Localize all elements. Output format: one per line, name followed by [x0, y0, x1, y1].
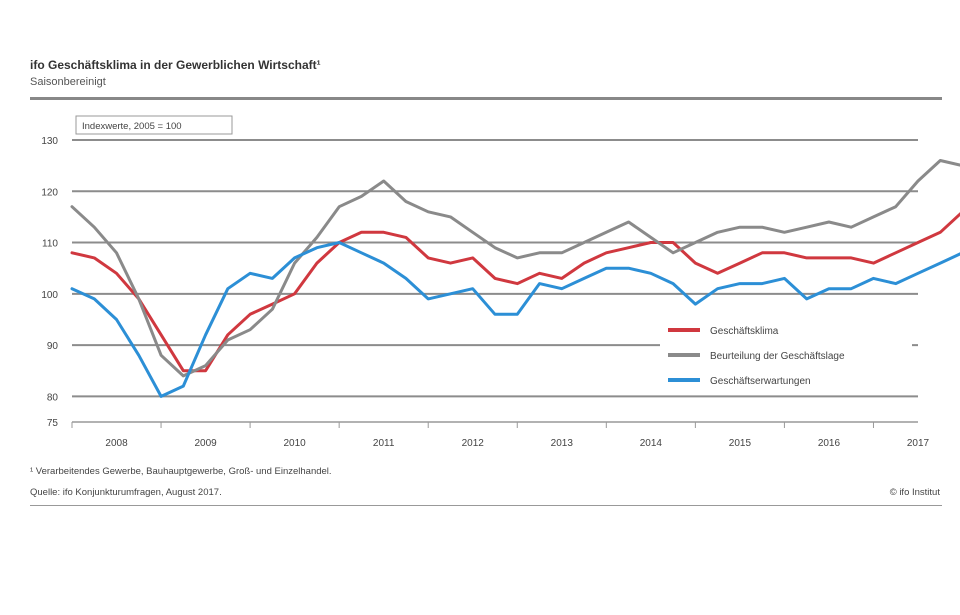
legend-label: Geschäftserwartungen	[710, 376, 811, 387]
chart-source: Quelle: ifo Konjunkturumfragen, August 2…	[30, 487, 222, 498]
x-tick-label: 2010	[284, 438, 307, 449]
unit-label-box	[75, 115, 233, 135]
x-tick-label: 2017	[907, 438, 930, 449]
legend-label: Geschäftsklima	[710, 326, 779, 337]
unit-label: Indexwerte, 2005 = 100	[82, 121, 182, 132]
y-tick-label: 80	[47, 392, 59, 403]
x-tick-label: 2014	[640, 438, 663, 449]
y-tick-label: 100	[41, 290, 58, 301]
x-tick-label: 2013	[551, 438, 574, 449]
y-tick-label: 75	[47, 418, 59, 429]
chart-title: ifo Geschäftsklima in der Gewerblichen W…	[30, 58, 321, 72]
legend-box	[660, 315, 912, 393]
legend-label: Beurteilung der Geschäftslage	[710, 351, 845, 362]
y-tick-label: 90	[47, 341, 59, 352]
y-tick-label: 110	[42, 239, 58, 250]
chart-footnote: ¹ Verarbeitendes Gewerbe, Bauhauptgewerb…	[30, 466, 332, 477]
x-tick-label: 2008	[105, 438, 128, 449]
x-tick-label: 2011	[373, 438, 395, 449]
chart-subtitle: Saisonbereinigt	[30, 76, 106, 88]
x-tick-label: 2012	[462, 438, 485, 449]
x-tick-label: 2009	[194, 438, 217, 449]
x-tick-label: 2015	[729, 438, 752, 449]
x-tick-label: 2016	[818, 438, 841, 449]
top-rule	[30, 97, 942, 100]
series-line-2	[70, 159, 960, 378]
y-tick-label: 130	[41, 136, 58, 147]
chart-credit: © ifo Institut	[889, 487, 940, 498]
bottom-rule	[30, 505, 942, 506]
series-line-3	[70, 241, 960, 398]
y-tick-label: 120	[41, 187, 58, 198]
